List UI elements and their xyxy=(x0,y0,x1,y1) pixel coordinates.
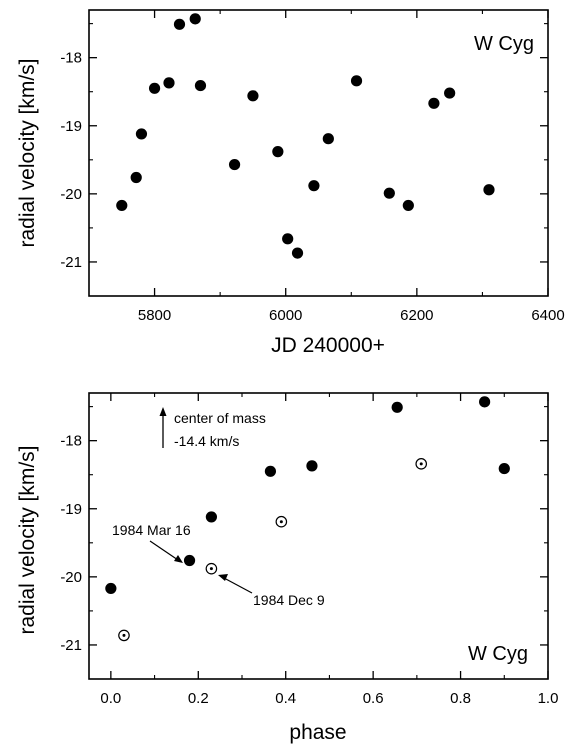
center-of-mass-value: -14.4 km/s xyxy=(174,433,239,449)
star-label-bottom: W Cyg xyxy=(468,643,528,665)
bottom-xtick-label: 1.0 xyxy=(538,690,559,707)
top-data-point-filled xyxy=(428,97,440,109)
bottom-data-point-filled xyxy=(183,554,196,567)
arrow-mar-shaft xyxy=(149,540,179,561)
top-data-point-filled xyxy=(116,199,128,212)
bottom-data-point-open-center xyxy=(279,520,283,524)
y-axis-title-top: radial velocity [km/s] xyxy=(16,58,39,247)
ticks-top: -18 -19 -20 -21 5800 6000 6200 6400 xyxy=(60,10,565,324)
bottom-ytick-label: -21 xyxy=(60,637,82,654)
panel-bottom: -18 -19 -20 -21 0.0 0.2 0.4 0.6 0.8 1.0 W Cyg pha… xyxy=(16,392,558,744)
x-axis-title-bottom: phase xyxy=(289,721,346,744)
bottom-data-point-filled xyxy=(479,396,491,408)
top-data-point-filled xyxy=(173,18,186,30)
top-data-point-filled xyxy=(130,171,142,184)
top-data-point-filled xyxy=(444,87,456,99)
star-label-top: W Cyg xyxy=(474,33,534,55)
top-data-point-filled xyxy=(135,128,148,140)
bottom-xtick-label: 0.4 xyxy=(275,690,296,707)
top-data-point-filled xyxy=(228,158,241,171)
top-data-point-filled xyxy=(282,233,294,245)
top-data-point-filled xyxy=(163,77,175,89)
bottom-data-point-open-center xyxy=(419,462,423,466)
top-ytick-label: -18 xyxy=(60,50,82,67)
bottom-xtick-label: 0.8 xyxy=(450,690,471,707)
top-data-point-filled xyxy=(189,13,201,25)
center-of-mass-label: center of mass xyxy=(174,410,266,426)
top-xtick-label: 5800 xyxy=(138,307,171,324)
top-ytick-label: -21 xyxy=(60,254,82,271)
top-data-point-filled xyxy=(148,82,161,94)
top-xtick-label: 6400 xyxy=(531,307,564,324)
label-1984-dec-9: 1984 Dec 9 xyxy=(253,592,325,608)
arrow-dec-head xyxy=(218,574,228,581)
plot-frame-bottom xyxy=(88,392,549,680)
points-bottom xyxy=(105,396,510,642)
arrow-dec-shaft xyxy=(223,577,253,594)
bottom-data-point-filled xyxy=(105,582,117,595)
date-annotation-dec: 1984 Dec 9 xyxy=(218,574,325,608)
top-data-point-filled xyxy=(291,247,304,259)
bottom-data-point-open-center xyxy=(122,633,126,637)
bottom-data-point-filled xyxy=(264,465,277,477)
bottom-data-point-filled xyxy=(498,462,510,475)
plot-frame-top xyxy=(88,9,549,297)
top-data-point-filled xyxy=(383,187,395,199)
bottom-xtick-label: 0.2 xyxy=(188,690,209,707)
bottom-data-point-filled xyxy=(205,511,217,523)
bottom-xtick-label: 0.0 xyxy=(100,690,121,707)
points-top xyxy=(116,13,495,259)
bottom-ytick-label: -19 xyxy=(60,501,82,518)
panel-top: -18 -19 -20 -21 5800 6000 6200 6400 W Cyg JD 24… xyxy=(16,9,565,357)
top-data-point-filled xyxy=(322,133,334,145)
top-xtick-label: 6200 xyxy=(400,307,433,324)
y-axis-title-bottom: radial velocity [km/s] xyxy=(16,445,39,634)
center-of-mass-arrow-head xyxy=(159,407,167,416)
top-data-point-filled xyxy=(402,199,414,212)
top-data-point-filled xyxy=(194,79,207,92)
label-1984-mar-16: 1984 Mar 16 xyxy=(112,522,191,538)
top-data-point-filled xyxy=(272,146,284,158)
bottom-ytick-label: -18 xyxy=(60,433,82,450)
top-data-point-filled xyxy=(483,184,495,196)
x-axis-title-top: JD 240000+ xyxy=(271,334,385,357)
center-of-mass-annotation: center of mass -14.4 km/s xyxy=(159,407,266,449)
top-data-point-filled xyxy=(247,90,259,102)
top-ytick-label: -20 xyxy=(60,186,82,203)
bottom-ytick-label: -20 xyxy=(60,569,82,586)
bottom-data-point-open-center xyxy=(209,567,213,571)
date-annotation-mar: 1984 Mar 16 xyxy=(112,522,191,563)
top-ytick-label: -19 xyxy=(60,118,82,135)
arrow-mar-head xyxy=(174,555,183,563)
bottom-data-point-filled xyxy=(306,460,318,472)
bottom-xtick-label: 0.6 xyxy=(363,690,384,707)
top-data-point-filled xyxy=(350,75,363,87)
ticks-bottom: -18 -19 -20 -21 0.0 0.2 0.4 0.6 0.8 1.0 xyxy=(60,393,558,707)
top-xtick-label: 6000 xyxy=(269,307,302,324)
bottom-data-point-filled xyxy=(391,401,403,413)
top-data-point-filled xyxy=(308,180,320,192)
